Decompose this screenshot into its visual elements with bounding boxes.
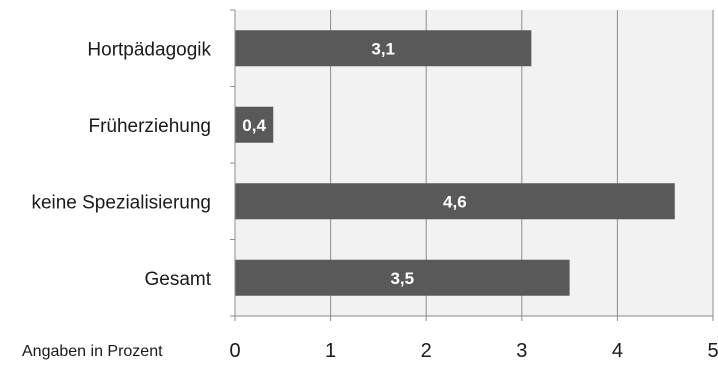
category-label-1: Früherziehung: [88, 116, 211, 137]
category-label-3: Gesamt: [144, 269, 211, 290]
x-tick-label-3: 3: [516, 340, 527, 362]
data-label-1: 0,4: [242, 116, 266, 135]
x-tick-label-5: 5: [707, 340, 718, 362]
bar-3: [235, 259, 570, 296]
x-tick-label-2: 2: [421, 340, 432, 362]
labels: 3,1 Hortpädagogik 0,4 Früherziehung 4,6 keine…: [31, 39, 718, 362]
bar-1: [235, 106, 274, 143]
bar-0: [235, 30, 532, 67]
x-tick-label-4: 4: [612, 340, 623, 362]
data-label-3: 3,5: [390, 269, 414, 288]
data-label-0: 3,1: [371, 39, 395, 58]
x-unit-label: Angaben in Prozent: [22, 343, 163, 360]
x-tick-label-0: 0: [229, 340, 240, 362]
category-label-2: keine Spezialisierung: [31, 192, 211, 213]
data-label-2: 4,6: [443, 192, 467, 211]
category-label-0: Hortpädagogik: [87, 39, 211, 60]
bars: [235, 30, 675, 296]
axes: [230, 9, 714, 321]
x-tick-label-1: 1: [325, 340, 336, 362]
bar-2: [235, 183, 675, 220]
